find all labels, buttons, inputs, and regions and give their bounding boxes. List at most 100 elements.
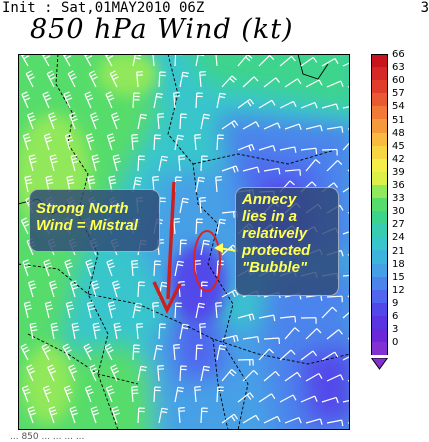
wind-barb	[279, 146, 297, 153]
annecy-pointer	[214, 243, 239, 253]
wind-barb	[137, 113, 147, 130]
colorbar-cell	[371, 342, 388, 356]
wind-barb	[258, 393, 276, 403]
mistral-arrow	[152, 181, 182, 315]
colorbar-cell	[371, 263, 388, 277]
wind-barb	[157, 113, 165, 130]
wind-barb	[22, 133, 32, 151]
wind-barb	[174, 134, 184, 151]
wind-barb	[20, 54, 30, 67]
wind-barb	[342, 106, 350, 109]
colorbar-cell	[371, 315, 388, 329]
wind-barb	[263, 77, 280, 88]
wind-barb	[200, 407, 208, 424]
wind-barb	[108, 175, 117, 193]
wind-barb	[43, 133, 53, 151]
wind-barb	[300, 395, 318, 403]
wind-barb	[111, 112, 120, 130]
wind-barb	[263, 167, 281, 175]
map-frame	[18, 54, 350, 430]
wind-barb	[216, 92, 226, 109]
colorbar-tick-label: 3	[392, 324, 399, 336]
wind-barb	[106, 259, 115, 277]
wind-barb	[179, 197, 189, 214]
colorbar-cell	[371, 184, 388, 199]
wind-barb	[20, 343, 30, 361]
wind-barb	[62, 343, 72, 361]
wind-barb	[68, 364, 78, 382]
wind-barb	[263, 337, 280, 345]
colorbar-cell	[371, 224, 388, 238]
wind-barb	[195, 92, 203, 109]
wind-barb	[174, 302, 182, 319]
wind-barb	[321, 351, 339, 361]
wind-barb	[158, 407, 168, 424]
wind-barb	[105, 91, 115, 109]
mistral-annotation-line-2: Wind = Mistral	[36, 217, 138, 234]
wind-barb	[326, 419, 344, 427]
wind-barb	[321, 57, 339, 67]
wind-barb	[45, 175, 54, 193]
wind-barb	[342, 399, 350, 403]
wind-barb	[178, 155, 186, 172]
wind-barb	[173, 344, 181, 361]
wind-barb	[174, 260, 184, 277]
wind-barb	[305, 328, 322, 340]
wind-barb	[179, 71, 189, 88]
wind-barb	[65, 301, 74, 319]
wind-barb	[242, 336, 260, 343]
triangle-down-icon	[370, 357, 389, 371]
wind-barb	[179, 113, 187, 130]
wind-barb	[137, 281, 145, 298]
colorbar-tick-label: 18	[392, 258, 405, 270]
wind-barb	[131, 260, 139, 277]
wind-barb	[305, 418, 323, 425]
wind-barb	[242, 166, 260, 174]
wind-barb	[342, 274, 350, 277]
wind-barb	[88, 70, 98, 88]
wind-barb	[26, 364, 36, 382]
down-arrow-icon	[166, 181, 176, 300]
wind-barb	[326, 374, 344, 382]
wind-barb	[104, 54, 114, 67]
wind-barb	[158, 71, 166, 88]
wind-barb	[215, 302, 223, 319]
wind-barb	[221, 165, 239, 173]
wind-barb	[136, 71, 144, 88]
colorbar-cell	[371, 171, 388, 185]
wind-barb	[64, 133, 74, 151]
annecy-annotation-line-2: lies in a	[242, 208, 298, 225]
wind-barb	[342, 141, 350, 151]
wind-barb	[284, 123, 302, 130]
wind-barb	[199, 197, 207, 214]
annecy-annotation: Annecy lies in a relatively protected "B…	[235, 187, 339, 296]
wind-barb	[153, 260, 161, 277]
colorbar-tick-label: 57	[392, 88, 405, 100]
wind-barb	[300, 317, 317, 324]
wind-barb	[113, 322, 122, 340]
wind-barb	[49, 280, 58, 298]
wind-barb	[90, 406, 100, 424]
wind-barb	[21, 91, 31, 109]
wind-barb	[321, 396, 339, 404]
wind-barb	[199, 323, 207, 340]
wind-barb	[173, 92, 181, 109]
colorbar-tick-label: 27	[392, 219, 405, 231]
colorbar-tick-label: 33	[392, 193, 405, 205]
wind-barb	[153, 386, 161, 403]
colorbar-cell	[371, 158, 388, 172]
wind-barb	[216, 344, 226, 361]
colorbar-tick-label: 54	[392, 101, 405, 113]
wind-barb	[67, 70, 77, 88]
mistral-annotation-line-1: Strong North	[36, 200, 129, 217]
colorbar-cell	[371, 237, 388, 251]
colorbar-tick-label: 21	[392, 245, 405, 257]
wind-barb	[136, 323, 144, 340]
wind-barb	[152, 302, 160, 319]
wind-barb	[242, 121, 260, 130]
wind-barb	[112, 280, 121, 298]
wind-barb	[284, 169, 301, 176]
wind-barb	[300, 102, 318, 109]
wind-barb	[263, 415, 281, 424]
wind-barb	[258, 145, 276, 152]
